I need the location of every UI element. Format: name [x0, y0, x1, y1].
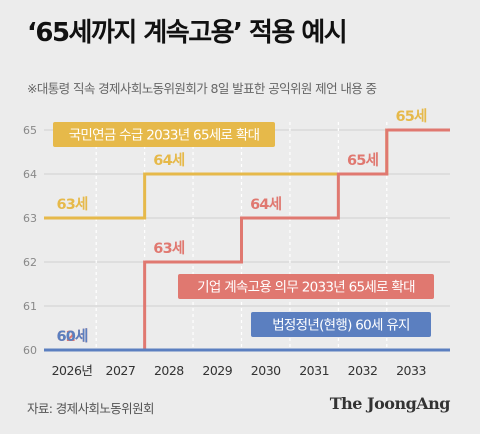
y-tick-label: 61 [23, 300, 37, 313]
x-tick-label: 2029 [202, 363, 232, 378]
callout-label-pension: 국민연금 수급 2033년 65세로 확대 [69, 128, 260, 144]
x-tick-label: 2033 [396, 363, 426, 378]
callout-box-employment [178, 274, 434, 299]
x-tick-label: 2028 [154, 363, 184, 378]
y-tick-label: 65 [23, 124, 37, 137]
x-tick-label: 2030 [251, 363, 281, 378]
data-label-employment: 63세 [153, 240, 185, 257]
source-note: 자료: 경제사회노동위원회 [27, 401, 154, 416]
callout-label-retirement: 법정정년(현행) 60세 유지 [272, 318, 410, 334]
data-label-employment: 62세 [56, 328, 88, 345]
brand-logo: The JoongAng [329, 394, 451, 413]
data-label-pension: 63세 [56, 196, 88, 213]
callout-box-pension [53, 122, 275, 147]
data-label-retirement: 60세 [56, 328, 88, 345]
chart-title: ‘65세까지 계속고용’ 적용 예시 [27, 18, 348, 48]
x-tick-label: 2026년 [52, 363, 93, 378]
y-tick-label: 60 [23, 344, 37, 357]
callout-box-retirement [251, 312, 431, 337]
y-tick-label: 63 [23, 212, 37, 225]
data-label-pension: 64세 [153, 152, 185, 169]
data-label-pension: 65세 [395, 108, 427, 125]
callout-label-employment: 기업 계속고용 의무 2033년 65세로 확대 [197, 280, 415, 296]
x-tick-label: 2031 [299, 363, 329, 378]
data-label-employment: 65세 [347, 152, 379, 169]
chart-subtitle: ※대통령 직속 경제사회노동위원회가 8일 발표한 공익위원 제언 내용 중 [27, 81, 377, 96]
x-tick-label: 2032 [348, 363, 378, 378]
data-label-employment: 64세 [250, 196, 282, 213]
x-tick-label: 2027 [106, 363, 136, 378]
y-tick-label: 64 [23, 168, 37, 181]
y-tick-label: 62 [23, 256, 37, 269]
